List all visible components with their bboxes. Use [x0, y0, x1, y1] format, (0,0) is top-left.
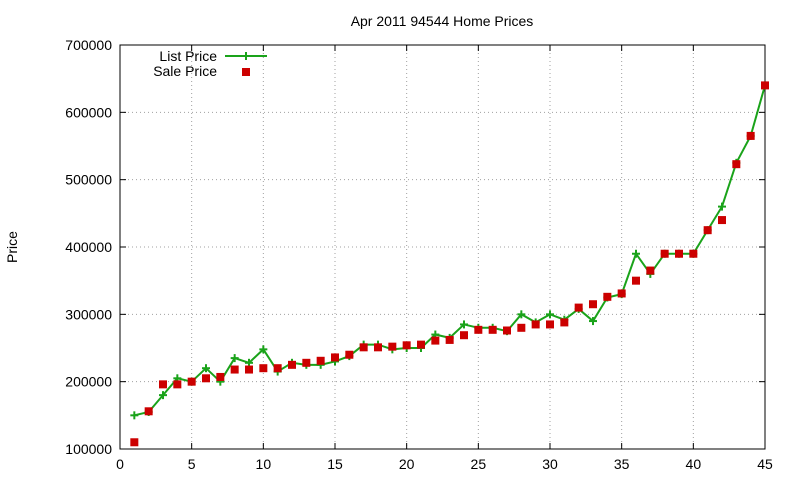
x-tick-label: 45: [757, 456, 773, 472]
sale-price-point: [646, 266, 655, 275]
sale-price-point: [517, 323, 526, 332]
sale-price-point: [746, 131, 755, 140]
sale-price-point: [259, 364, 268, 373]
x-tick-label: 5: [188, 456, 196, 472]
x-tick-label: 25: [471, 456, 487, 472]
grid-layer: [120, 45, 765, 449]
legend-label-sale-price: Sale Price: [153, 63, 217, 79]
sale-price-point: [345, 350, 354, 359]
sale-price-point: [589, 300, 597, 309]
chart-title: Apr 2011 94544 Home Prices: [351, 13, 534, 29]
sale-price-point: [546, 320, 554, 329]
sale-price-point: [632, 276, 640, 285]
sale-price-point: [388, 342, 397, 351]
x-tick-label: 30: [542, 456, 558, 472]
sale-price-point: [359, 343, 368, 352]
x-tick-label: 35: [614, 456, 630, 472]
legend-label-list-price: List Price: [159, 48, 217, 64]
sale-price-point: [187, 377, 196, 386]
x-tick-label: 0: [116, 456, 124, 472]
tick-layer: 0 5 10 15 20 25 30 35 40 45 100000 200000 300000 4000…: [65, 37, 773, 472]
sale-price-point: [445, 335, 454, 344]
sale-price-point: [531, 320, 540, 329]
sale-price-point: [245, 365, 253, 374]
sale-price-point: [202, 374, 210, 383]
y-tick-label: 700000: [65, 37, 112, 53]
sale-price-point: [316, 356, 325, 365]
list-price-point: [460, 320, 468, 329]
sale-price-point: [431, 336, 440, 345]
sale-price-point: [761, 81, 769, 90]
sale-price-point: [460, 331, 468, 340]
sale-price-point: [417, 340, 425, 349]
sale-price-point: [488, 325, 497, 334]
sale-price-point: [402, 341, 411, 350]
sale-price-point: [159, 380, 167, 389]
y-tick-label: 200000: [65, 374, 112, 390]
sale-price-point: [560, 318, 569, 327]
legend-marker-list-price: [242, 52, 250, 60]
list-price-point: [632, 249, 640, 258]
list-price-point: [718, 202, 726, 211]
sale-price-point: [732, 160, 741, 169]
y-tick-label: 100000: [65, 441, 112, 457]
y-tick-label: 300000: [65, 306, 112, 322]
x-tick-label: 40: [686, 456, 702, 472]
sale-price-point: [474, 325, 483, 334]
x-tick-label: 15: [327, 456, 343, 472]
series-layer: [130, 81, 769, 447]
sale-price-point: [374, 343, 382, 352]
sale-price-point: [144, 407, 153, 416]
sale-price-point: [288, 360, 296, 369]
sale-price-point: [689, 249, 698, 258]
list-price-point: [589, 317, 597, 326]
legend: List Price Sale Price: [153, 48, 267, 79]
sale-price-point: [660, 249, 669, 258]
sale-price-point: [331, 353, 339, 362]
list-price-line: [134, 85, 766, 417]
list-price-point: [245, 358, 253, 367]
sale-price-point: [503, 326, 511, 335]
y-axis-label: Price: [4, 231, 20, 263]
sale-price-point: [216, 372, 225, 381]
x-tick-label: 10: [256, 456, 272, 472]
list-price-point: [202, 364, 210, 373]
list-price-point: [159, 391, 167, 400]
x-tick-label: 20: [399, 456, 415, 472]
sale-price-point: [273, 364, 282, 373]
sale-price-point: [703, 226, 712, 235]
list-price-point: [517, 310, 526, 319]
list-price-point: [546, 310, 554, 319]
list-price-point: [259, 345, 268, 354]
sale-price-point: [173, 380, 182, 389]
sale-price-point: [574, 303, 583, 312]
sale-price-point: [675, 249, 683, 258]
sale-price-point: [302, 358, 311, 367]
sale-price-point: [230, 365, 239, 374]
y-tick-label: 600000: [65, 104, 112, 120]
sale-price-point: [718, 216, 726, 225]
sale-price-point: [603, 292, 612, 301]
list-price-point: [130, 411, 139, 420]
y-tick-label: 500000: [65, 172, 112, 188]
legend-marker-sale-price: [242, 68, 250, 76]
sale-price-point: [617, 289, 626, 298]
list-price-point: [230, 354, 239, 363]
sale-price-point: [130, 438, 139, 447]
y-tick-label: 400000: [65, 239, 112, 255]
